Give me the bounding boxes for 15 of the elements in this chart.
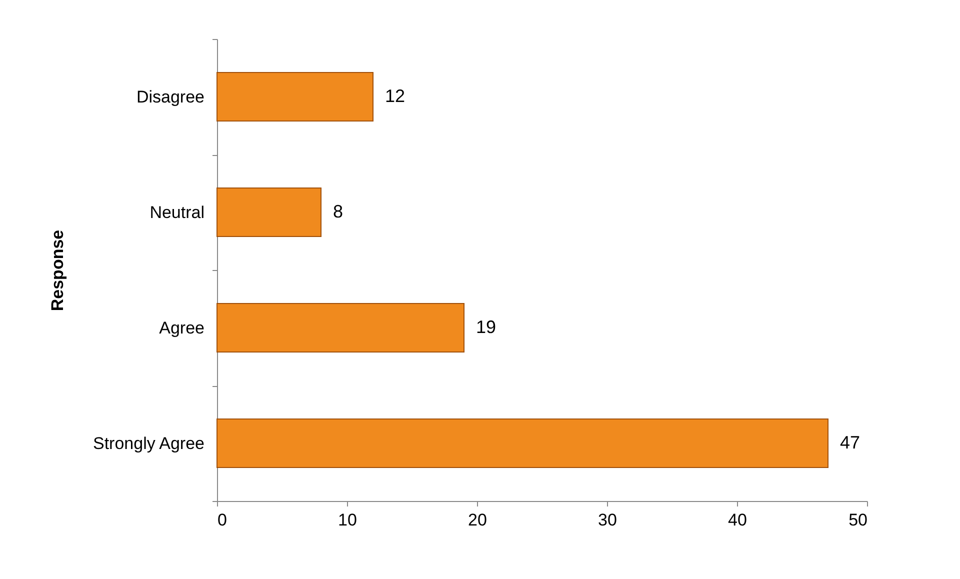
data-label: 19 [476, 316, 496, 337]
y-axis-title: Response [48, 230, 68, 312]
x-tick-label: 10 [338, 510, 357, 530]
data-label: 12 [385, 86, 406, 106]
data-label: 8 [333, 201, 344, 222]
x-tick-label: 30 [598, 510, 617, 530]
y-tick-label: Disagree [136, 87, 204, 106]
y-tick-label: Strongly Agree [92, 434, 204, 453]
y-tick-label: Neutral [150, 202, 204, 222]
x-tick-label: 0 [218, 510, 227, 530]
x-tick-label: 20 [468, 510, 487, 530]
y-tick-label: Agree [159, 318, 204, 338]
data-label: 47 [840, 432, 860, 452]
x-tick-label: 40 [728, 510, 747, 530]
x-tick-label: 50 [848, 510, 868, 530]
